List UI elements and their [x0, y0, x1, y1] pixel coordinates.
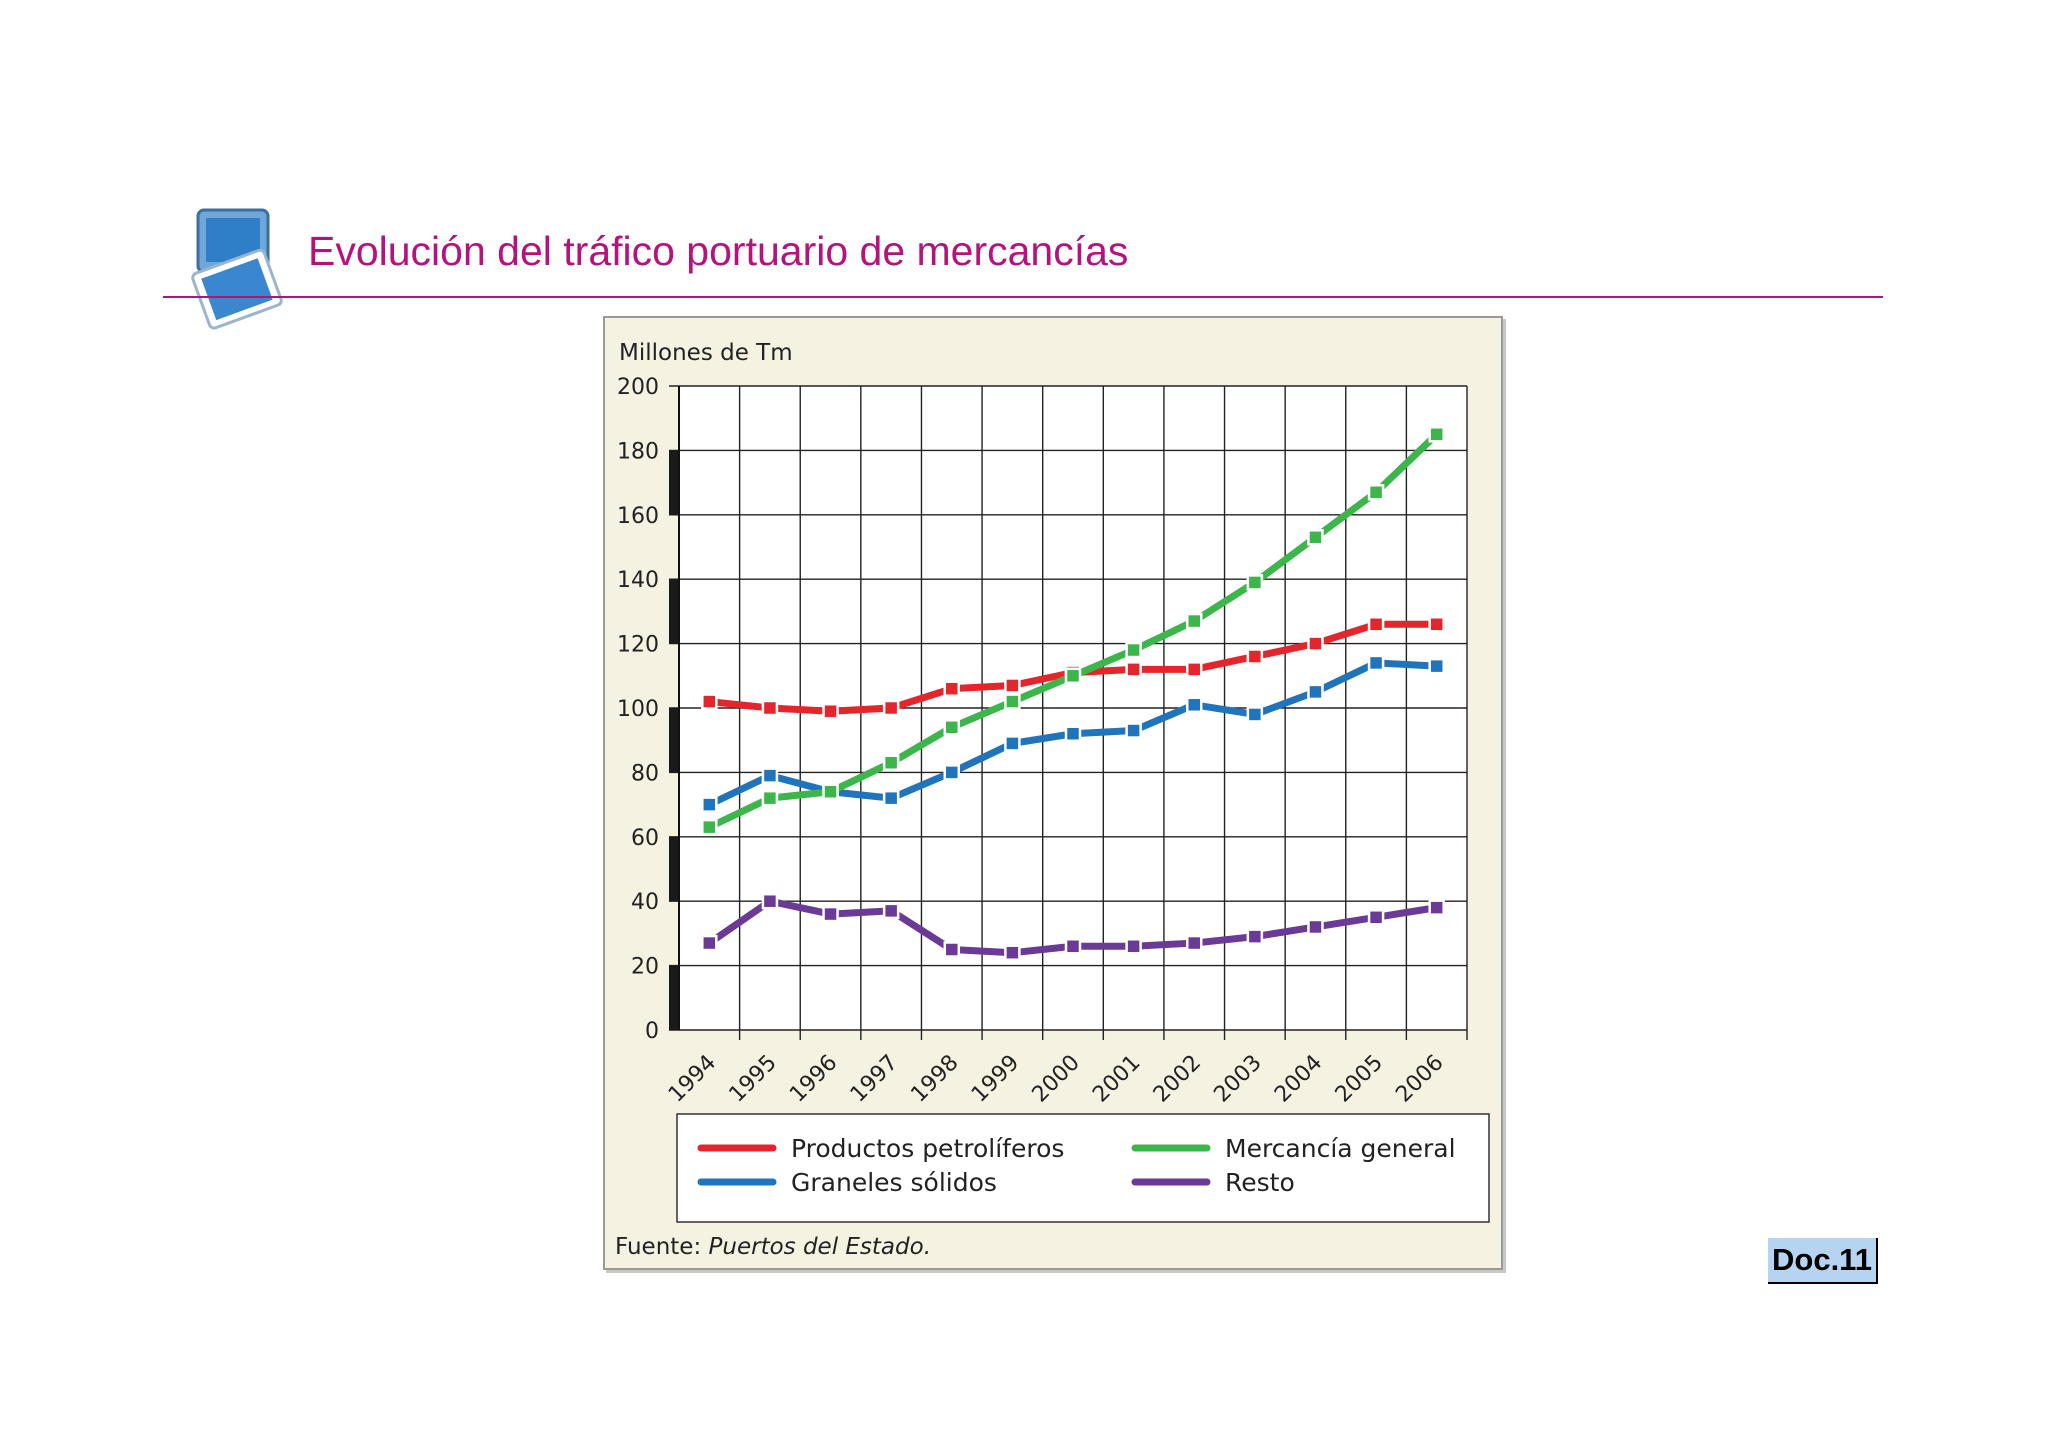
monitor-icon [191, 208, 283, 330]
data-point-mercancia-general [822, 783, 839, 800]
data-point-productos-petroliferos [943, 680, 961, 697]
data-point-graneles-solidos [1185, 696, 1203, 714]
y-axis-band [669, 450, 679, 515]
y-axis-band [669, 965, 679, 1030]
data-point-graneles-solidos [1367, 654, 1385, 672]
x-tick-label: 1995 [725, 1050, 782, 1107]
data-point-productos-petroliferos [882, 699, 900, 717]
data-point-resto [1428, 899, 1445, 916]
y-tick-label: 80 [631, 761, 659, 786]
data-point-graneles-solidos [1125, 722, 1142, 739]
x-tick-label: 1999 [967, 1050, 1024, 1107]
legend-label-graneles-solidos: Graneles sólidos [791, 1168, 997, 1197]
y-axis-band [669, 708, 679, 773]
data-point-mercancia-general [1185, 612, 1203, 630]
data-point-productos-petroliferos [822, 702, 839, 720]
data-point-graneles-solidos [1004, 735, 1021, 752]
page-title: Evolución del tráfico portuario de merca… [308, 228, 1129, 274]
y-tick-label: 200 [617, 375, 659, 400]
data-point-productos-petroliferos [1125, 661, 1142, 678]
y-tick-label: 20 [631, 955, 659, 980]
data-point-resto [1125, 938, 1142, 955]
x-tick-label: 2006 [1391, 1050, 1448, 1107]
line-chart: Millones de Tm 0 20 40 60 80 100 120 140 160 180 2… [615, 340, 1490, 1260]
data-point-mercancia-general [1125, 641, 1142, 659]
y-tick-label: 40 [631, 890, 659, 915]
y-tick-label: 60 [631, 826, 659, 851]
data-point-resto [1307, 918, 1324, 936]
data-point-resto [701, 934, 718, 952]
data-point-productos-petroliferos [1307, 635, 1324, 652]
source-note: Fuente: Puertos del Estado. [615, 1234, 931, 1260]
legend-label-resto: Resto [1225, 1168, 1295, 1197]
data-point-productos-petroliferos [1246, 648, 1264, 665]
x-tick-label: 1997 [846, 1050, 903, 1107]
data-point-graneles-solidos [882, 789, 900, 807]
data-point-mercancia-general [943, 719, 961, 736]
data-point-resto [761, 892, 779, 910]
y-axis-label: Millones de Tm [619, 340, 793, 366]
source-label: Fuente: [615, 1234, 701, 1260]
data-point-mercancia-general [1307, 529, 1324, 546]
data-point-resto [1004, 944, 1021, 961]
data-point-resto [943, 941, 961, 958]
y-tick-label: 180 [617, 439, 659, 464]
data-point-graneles-solidos [761, 767, 779, 784]
chart-legend: Productos petrolíferos Graneles sólidos Me… [697, 1134, 1456, 1197]
chart-panel: Millones de Tm 0 20 40 60 80 100 120 140 160 180 2… [603, 316, 1503, 1270]
legend-label-mercancia-general: Mercancía general [1225, 1134, 1456, 1163]
doc-badge: Doc.11 [1768, 1238, 1878, 1284]
data-point-productos-petroliferos [761, 699, 779, 717]
data-point-graneles-solidos [1064, 725, 1082, 743]
data-point-productos-petroliferos [1004, 677, 1021, 694]
data-point-mercancia-general [1246, 574, 1264, 591]
y-tick-label: 100 [617, 697, 659, 722]
data-point-mercancia-general [1064, 667, 1082, 685]
x-tick-label: 1998 [906, 1050, 963, 1107]
data-point-resto [1185, 934, 1203, 952]
chart-series [701, 426, 1445, 961]
x-tick-label: 1996 [785, 1050, 842, 1107]
y-tick-label: 120 [617, 633, 659, 658]
x-tick-label: 2003 [1209, 1050, 1266, 1107]
legend-label-productos-petroliferos: Productos petrolíferos [791, 1134, 1064, 1163]
y-tick-label: 140 [617, 568, 659, 593]
title-divider [163, 296, 1883, 298]
data-point-productos-petroliferos [1428, 616, 1445, 633]
y-axis-band [669, 836, 679, 902]
data-point-resto [882, 902, 900, 920]
data-point-productos-petroliferos [1185, 661, 1203, 678]
data-point-resto [1064, 938, 1082, 955]
data-point-resto [1246, 928, 1264, 945]
data-point-graneles-solidos [1428, 657, 1445, 675]
data-point-graneles-solidos [701, 796, 718, 813]
data-point-mercancia-general [761, 789, 779, 807]
data-point-graneles-solidos [1307, 683, 1324, 701]
x-tick-label: 1994 [664, 1050, 721, 1107]
x-tick-label: 2002 [1149, 1050, 1206, 1107]
y-tick-label: 0 [645, 1019, 659, 1044]
data-point-productos-petroliferos [701, 693, 718, 710]
x-tick-label: 2000 [1028, 1050, 1085, 1107]
data-point-graneles-solidos [1246, 706, 1264, 723]
y-axis-band [669, 579, 679, 644]
x-tick-label: 2004 [1270, 1050, 1327, 1107]
data-point-mercancia-general [882, 754, 900, 771]
data-point-mercancia-general [1367, 484, 1385, 501]
x-tick-label: 2001 [1088, 1050, 1145, 1107]
data-point-resto [1367, 909, 1385, 926]
x-tick-label: 2005 [1331, 1050, 1388, 1107]
source-value: Puertos del Estado. [709, 1234, 932, 1260]
data-point-mercancia-general [1004, 693, 1021, 710]
data-point-productos-petroliferos [1367, 616, 1385, 633]
data-point-resto [822, 905, 839, 923]
data-point-graneles-solidos [943, 764, 961, 781]
data-point-mercancia-general [701, 818, 718, 836]
legend-box [676, 1113, 1490, 1223]
y-tick-label: 160 [617, 504, 659, 529]
data-point-mercancia-general [1428, 426, 1445, 443]
